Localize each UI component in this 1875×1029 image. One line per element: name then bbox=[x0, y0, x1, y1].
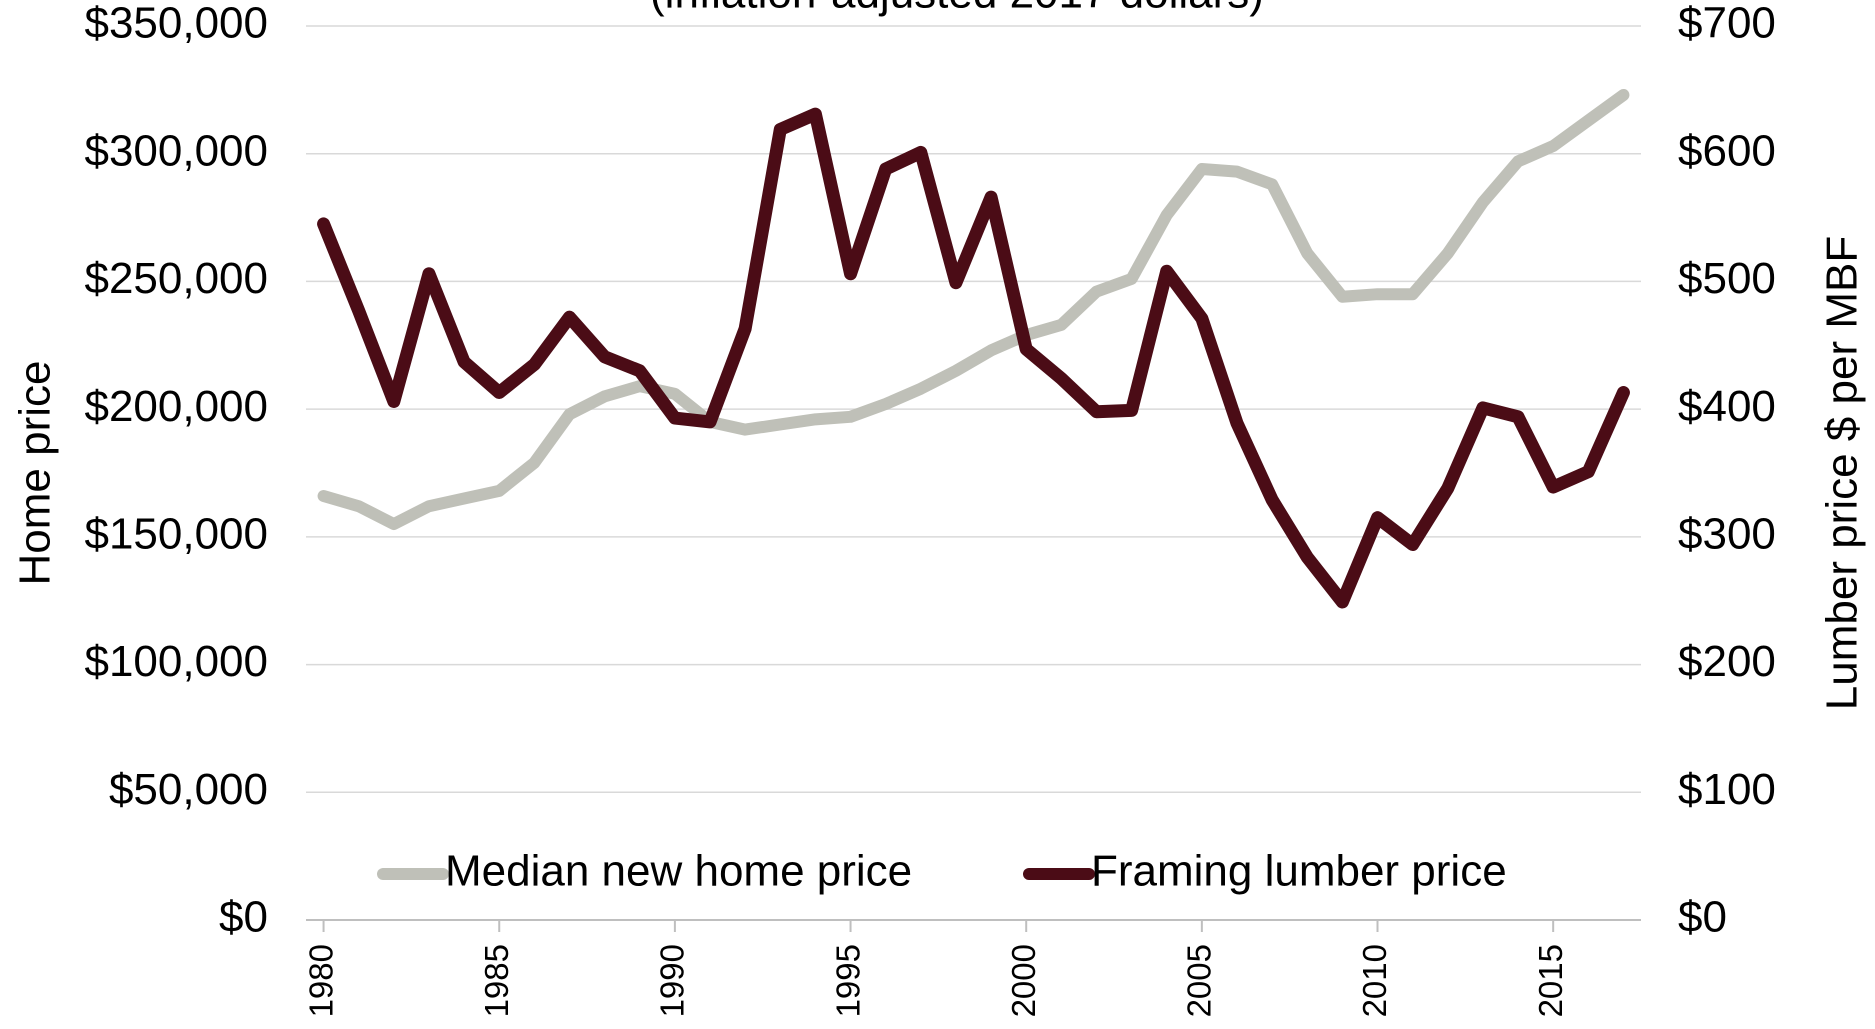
y-tick-label: $200,000 bbox=[84, 382, 268, 431]
data-line bbox=[317, 88, 1630, 531]
y2-tick-label: $0 bbox=[1678, 893, 1727, 942]
data-line bbox=[317, 107, 1630, 609]
y2-tick-label: $500 bbox=[1678, 254, 1776, 303]
x-tick-label: 2000 bbox=[1005, 944, 1042, 1017]
x-tick-label: 1995 bbox=[829, 944, 866, 1017]
legend-label: Framing lumber price bbox=[1091, 847, 1507, 896]
y-tick-label: $0 bbox=[219, 893, 268, 942]
y2-tick-label: $700 bbox=[1678, 0, 1776, 48]
y2-tick-label: $200 bbox=[1678, 637, 1776, 686]
y2-axis-title: Lumber price $ per MBF bbox=[1818, 236, 1867, 710]
y2-tick-label: $400 bbox=[1678, 382, 1776, 431]
x-tick-label: 1990 bbox=[654, 944, 691, 1017]
legend-label: Median new home price bbox=[445, 847, 912, 896]
y-tick-label: $350,000 bbox=[84, 0, 268, 48]
x-tick-label: 2010 bbox=[1356, 944, 1393, 1017]
y-tick-label: $50,000 bbox=[109, 765, 268, 814]
y2-tick-label: $100 bbox=[1678, 765, 1776, 814]
chart-subtitle: (inflation-adjusted 2017 dollars) bbox=[650, 0, 1264, 18]
y2-tick-label: $300 bbox=[1678, 509, 1776, 558]
x-tick-label: 1980 bbox=[302, 944, 339, 1017]
y2-tick-label: $600 bbox=[1678, 126, 1776, 175]
y-tick-label: $250,000 bbox=[84, 254, 268, 303]
x-tick-label: 2015 bbox=[1532, 944, 1569, 1017]
x-tick-label: 2005 bbox=[1181, 944, 1218, 1017]
y-tick-label: $100,000 bbox=[84, 637, 268, 686]
x-tick-label: 1985 bbox=[478, 944, 515, 1017]
y-tick-label: $150,000 bbox=[84, 509, 268, 558]
y-axis-title: Home price bbox=[11, 361, 60, 586]
y-tick-label: $300,000 bbox=[84, 126, 268, 175]
